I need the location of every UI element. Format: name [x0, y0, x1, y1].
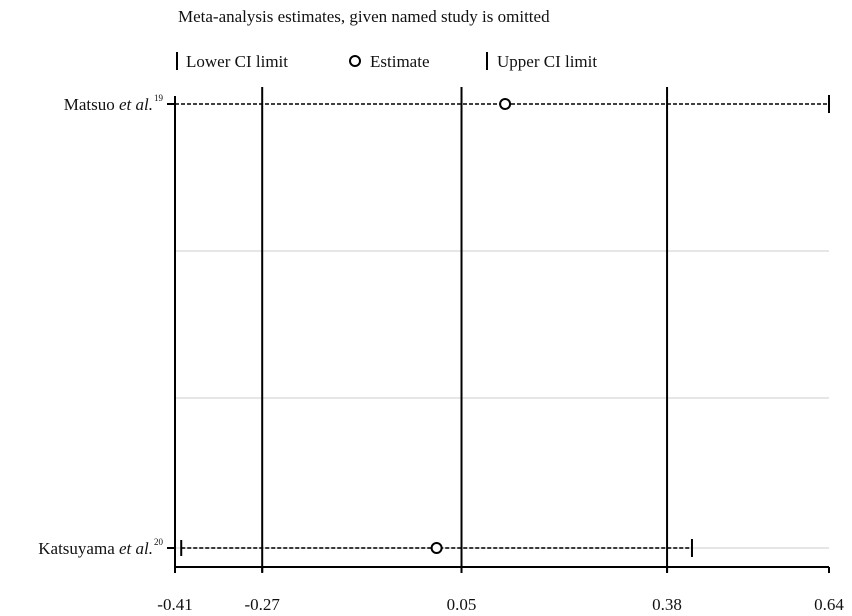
- estimate-marker: [430, 542, 443, 554]
- x-tick-label: 0.05: [447, 595, 477, 614]
- study-reference: 19: [154, 93, 164, 103]
- estimate-marker: [499, 98, 512, 110]
- study-reference: 20: [154, 537, 164, 547]
- study-label: Katsuyama et al.: [38, 539, 153, 558]
- legend-lower-label: Lower CI limit: [186, 52, 288, 71]
- legend-estimate-label: Estimate: [370, 52, 429, 71]
- x-tick-label: -0.27: [244, 595, 280, 614]
- study-label: Matsuo et al.: [64, 95, 153, 114]
- legend-upper-label: Upper CI limit: [497, 52, 597, 71]
- x-tick-label: 0.64: [814, 595, 844, 614]
- legend: Lower CI limit Estimate Upper CI limit: [176, 52, 597, 71]
- x-tick-label: 0.38: [652, 595, 682, 614]
- legend-estimate-marker: [349, 55, 361, 67]
- x-tick-label: -0.41: [157, 595, 192, 614]
- chart-title: Meta-analysis estimates, given named stu…: [178, 7, 550, 26]
